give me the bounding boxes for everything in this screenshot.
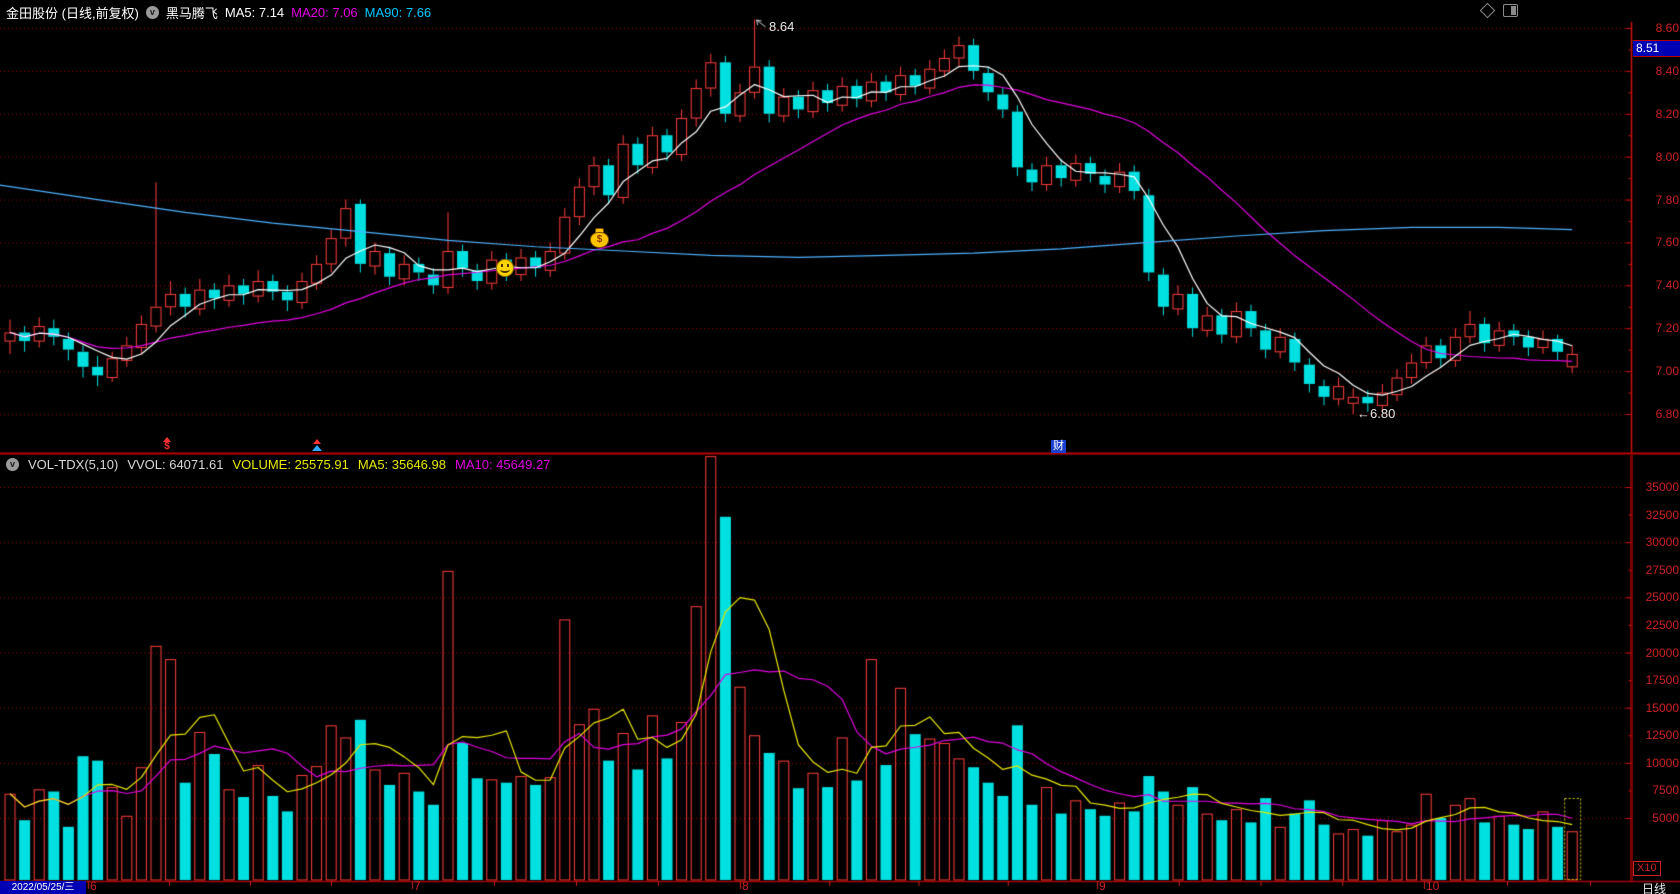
price-axis-label: 6.80 bbox=[1655, 406, 1679, 421]
volume-axis-label: 5000 bbox=[1652, 811, 1679, 825]
month-label: 8 bbox=[742, 879, 749, 893]
volume-axis-label: 7500 bbox=[1652, 783, 1679, 798]
left-arrow-icon: ← bbox=[1357, 406, 1370, 421]
month-label: 9 bbox=[1099, 879, 1106, 893]
price-axis-label: 7.00 bbox=[1655, 364, 1679, 379]
month-label: 7 bbox=[414, 879, 421, 893]
price-axis-label: 7.80 bbox=[1655, 192, 1679, 207]
price-axis-label: 8.40 bbox=[1655, 63, 1679, 78]
month-label: 10 bbox=[1426, 879, 1440, 893]
volume-axis-label: 20000 bbox=[1645, 645, 1679, 660]
vvol-value: VVOL: 64071.61 bbox=[127, 457, 224, 472]
ma90-value: MA90: 7.66 bbox=[364, 5, 432, 20]
volume-multiplier: X10 bbox=[1633, 861, 1661, 876]
ma20-value: MA20: 7.06 bbox=[291, 5, 358, 20]
volume-axis-label: 10000 bbox=[1645, 755, 1679, 770]
strategy-name: 黑马腾飞 bbox=[165, 6, 218, 21]
volume-axis-label: 22500 bbox=[1645, 617, 1679, 632]
buy-signal-triangles-icon bbox=[312, 439, 322, 451]
volume-axis-label: 35000 bbox=[1645, 480, 1679, 494]
price-axis-label: 7.20 bbox=[1655, 321, 1679, 336]
panel-layout-icon[interactable] bbox=[1503, 4, 1518, 17]
chevron-down-icon[interactable]: v bbox=[145, 6, 159, 19]
price-axis-label: 8.00 bbox=[1655, 149, 1679, 164]
volume-ma10-value: MA10: 45649.27 bbox=[455, 457, 551, 472]
header-bar: 金田股份 (日线,前复权) v 黑马腾飞 MA5: 7.14 MA20: 7.0… bbox=[6, 3, 431, 22]
diamond-icon[interactable] bbox=[1479, 2, 1496, 19]
moneybag-icon: $ bbox=[590, 228, 609, 248]
volume-axis-label: 32500 bbox=[1645, 507, 1679, 522]
price-axis-label: 8.20 bbox=[1655, 106, 1679, 121]
header-tools bbox=[1479, 2, 1518, 19]
chevron-down-icon[interactable]: v bbox=[6, 458, 19, 471]
ma5-value: MA5: 7.14 bbox=[224, 5, 285, 20]
price-axis-label: 8.60 bbox=[1655, 21, 1679, 35]
volume-axis-label: 25000 bbox=[1645, 590, 1679, 605]
volume-axis-label: 27500 bbox=[1645, 562, 1679, 577]
volume-axis-label: 15000 bbox=[1645, 700, 1679, 715]
low-annotation: ←6.80 bbox=[1357, 406, 1396, 421]
stock-title: 金田股份 (日线,前复权) bbox=[6, 6, 139, 21]
cai-badge: 财 bbox=[1051, 440, 1066, 453]
volume-axis-label: 12500 bbox=[1645, 728, 1679, 743]
volume-axis-label: 17500 bbox=[1645, 673, 1679, 688]
volume-indicator-name: VOL-TDX(5,10) bbox=[28, 457, 119, 472]
month-label: 6 bbox=[90, 879, 97, 893]
smiley-icon bbox=[496, 259, 514, 277]
date-tag: 2022/05/25/三 bbox=[0, 881, 86, 894]
price-axis-label: 7.60 bbox=[1655, 235, 1679, 250]
high-annotation: 8.64 bbox=[769, 19, 795, 34]
dollar-signal-icon: $ bbox=[160, 437, 174, 452]
volume-ma5-value: MA5: 35646.98 bbox=[357, 457, 446, 472]
price-axis-label: 7.40 bbox=[1655, 278, 1679, 293]
volume-value: VOLUME: 25575.91 bbox=[232, 457, 349, 472]
volume-header: v VOL-TDX(5,10) VVOL: 64071.61 VOLUME: 2… bbox=[6, 457, 550, 472]
last-price-tag: 8.51 bbox=[1633, 40, 1680, 57]
period-label[interactable]: 日线 bbox=[1642, 882, 1667, 894]
volume-axis-label: 30000 bbox=[1645, 535, 1679, 550]
